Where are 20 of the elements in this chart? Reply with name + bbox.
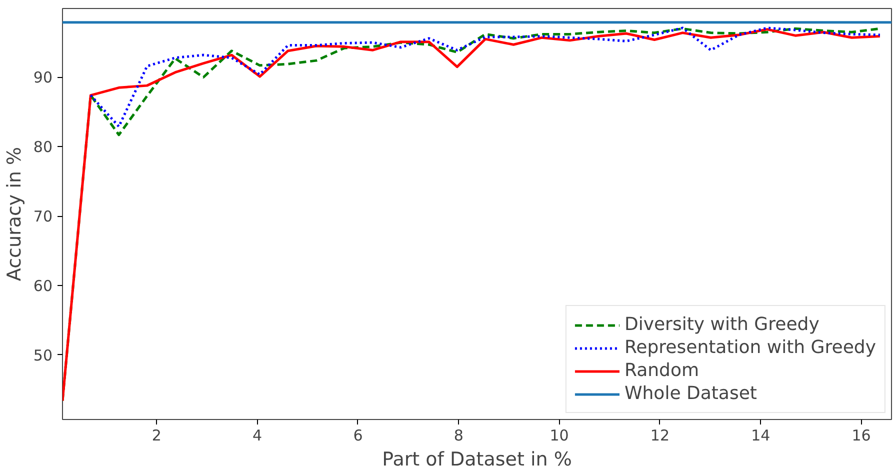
x-tick-label: 8	[454, 426, 464, 444]
x-tick-label: 4	[252, 426, 262, 444]
x-tick-label: 16	[852, 426, 871, 444]
x-axis-title: Part of Dataset in %	[382, 448, 572, 470]
x-tick-label: 2	[152, 426, 162, 444]
y-tick-label: 60	[33, 277, 53, 296]
legend-label: Diversity with Greedy	[624, 314, 820, 335]
x-tick-label: 10	[550, 426, 569, 444]
y-axis-title: Accuracy in %	[3, 146, 26, 282]
y-tick-label: 70	[33, 208, 53, 226]
y-tick-label: 50	[33, 346, 53, 364]
line-series	[89, 26, 882, 128]
legend-label: Representation with Greedy	[624, 337, 876, 358]
y-tick-label: 90	[33, 68, 53, 87]
legend-label: Whole Dataset	[624, 383, 757, 404]
x-tick-label: 12	[650, 426, 670, 444]
x-tick-label: 6	[353, 426, 363, 444]
y-tick-label: 80	[33, 138, 53, 156]
legend-label: Random	[624, 360, 699, 381]
x-tick-label: 14	[751, 426, 770, 444]
